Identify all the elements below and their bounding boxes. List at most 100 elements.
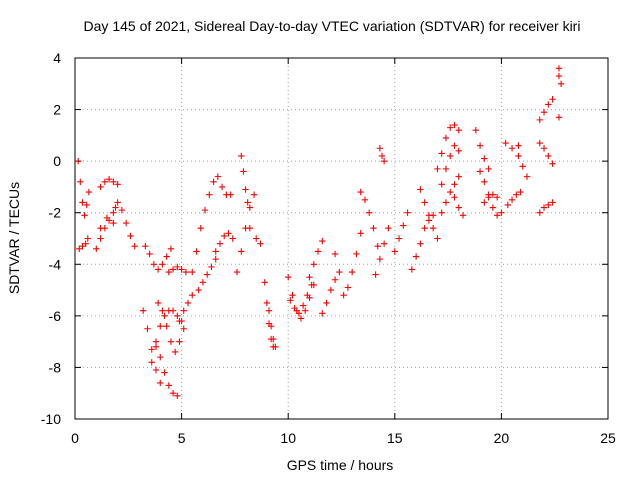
data-point [227,191,234,198]
data-point [154,299,162,307]
y-tick-label: 0 [53,153,61,169]
series-arc-aj [434,121,462,173]
data-point [225,230,232,237]
data-point [110,209,117,216]
data-point [310,261,317,268]
x-tick-label: 10 [280,430,296,446]
series-arc-ab [344,230,364,291]
x-tick-label: 20 [494,430,510,446]
data-point [167,338,175,345]
data-point [331,276,339,283]
data-point [357,230,364,237]
data-point [455,127,462,134]
data-point [385,224,392,232]
data-point [374,243,381,250]
data-point [122,219,130,227]
y-tick-label: -4 [49,256,62,272]
data-point [485,194,492,201]
x-tick-label: 0 [71,430,79,446]
data-point [545,152,552,160]
data-point [184,299,192,307]
series-arc-k [154,299,187,356]
data-point [140,307,147,314]
data-point [340,292,347,299]
series-arc-j [148,307,185,366]
data-point [244,199,251,206]
data-point [336,268,343,276]
series-arc-y [306,237,326,281]
data-point [549,160,556,167]
series-arc-o [195,255,219,294]
data-point [208,263,215,271]
data-point [150,261,158,268]
series-arc-au [536,139,556,167]
data-point [176,338,183,345]
data-point [289,292,296,299]
data-point [295,310,303,317]
data-point [417,240,424,247]
series-arc-ac [357,188,381,250]
series-arc-aa [331,250,347,299]
data-point [253,235,260,242]
data-point [81,212,88,219]
series-arc-l [165,263,190,276]
data-point [163,253,170,260]
data-point [455,204,462,211]
y-tick-label: -10 [41,411,61,427]
data-point [203,271,211,278]
data-point [229,235,236,242]
data-point [344,284,352,291]
data-point [180,307,187,314]
data-point [174,392,181,399]
data-point [370,224,377,232]
data-point [161,369,168,376]
series-arc-ad [376,145,388,165]
data-point [182,268,190,276]
chart-title: Day 145 of 2021, Sidereal Day-to-day VTE… [84,18,581,34]
data-point [193,248,200,255]
grid [75,58,608,419]
data-point [267,322,275,330]
data-point [555,65,563,72]
series-arc-an [472,127,492,173]
series-arc-n [189,178,217,276]
data-point [429,212,437,219]
data-point [201,206,209,214]
data-point [540,145,548,152]
data-point [261,279,268,286]
data-point [376,255,384,263]
data-point [353,250,360,258]
data-point [210,178,217,185]
data-point [174,263,181,271]
data-point [161,312,168,320]
data-point [366,209,373,216]
data-point [238,248,245,255]
data-point [74,157,82,165]
data-point [493,212,501,219]
y-tick-label: -2 [49,205,62,221]
data-point [154,266,162,273]
data-point [263,299,271,307]
data-point [308,281,315,289]
data-point [400,222,407,229]
x-axis-label: GPS time / hours [287,457,394,473]
data-point [438,181,445,188]
series-arc-av [536,199,556,216]
data-point [97,224,104,232]
data-point [502,139,509,147]
data-point [127,232,134,240]
data-point [84,235,91,242]
data-point [285,273,292,281]
data-point [408,266,416,273]
data-point [515,142,522,149]
series-arc-c [93,199,121,253]
series-arc-ag [408,240,424,273]
data-point [493,194,501,201]
data-point [555,114,563,121]
data-point [517,188,524,196]
data-point [199,279,207,286]
data-point [165,268,173,276]
data-point [240,168,247,175]
data-point [536,116,543,124]
